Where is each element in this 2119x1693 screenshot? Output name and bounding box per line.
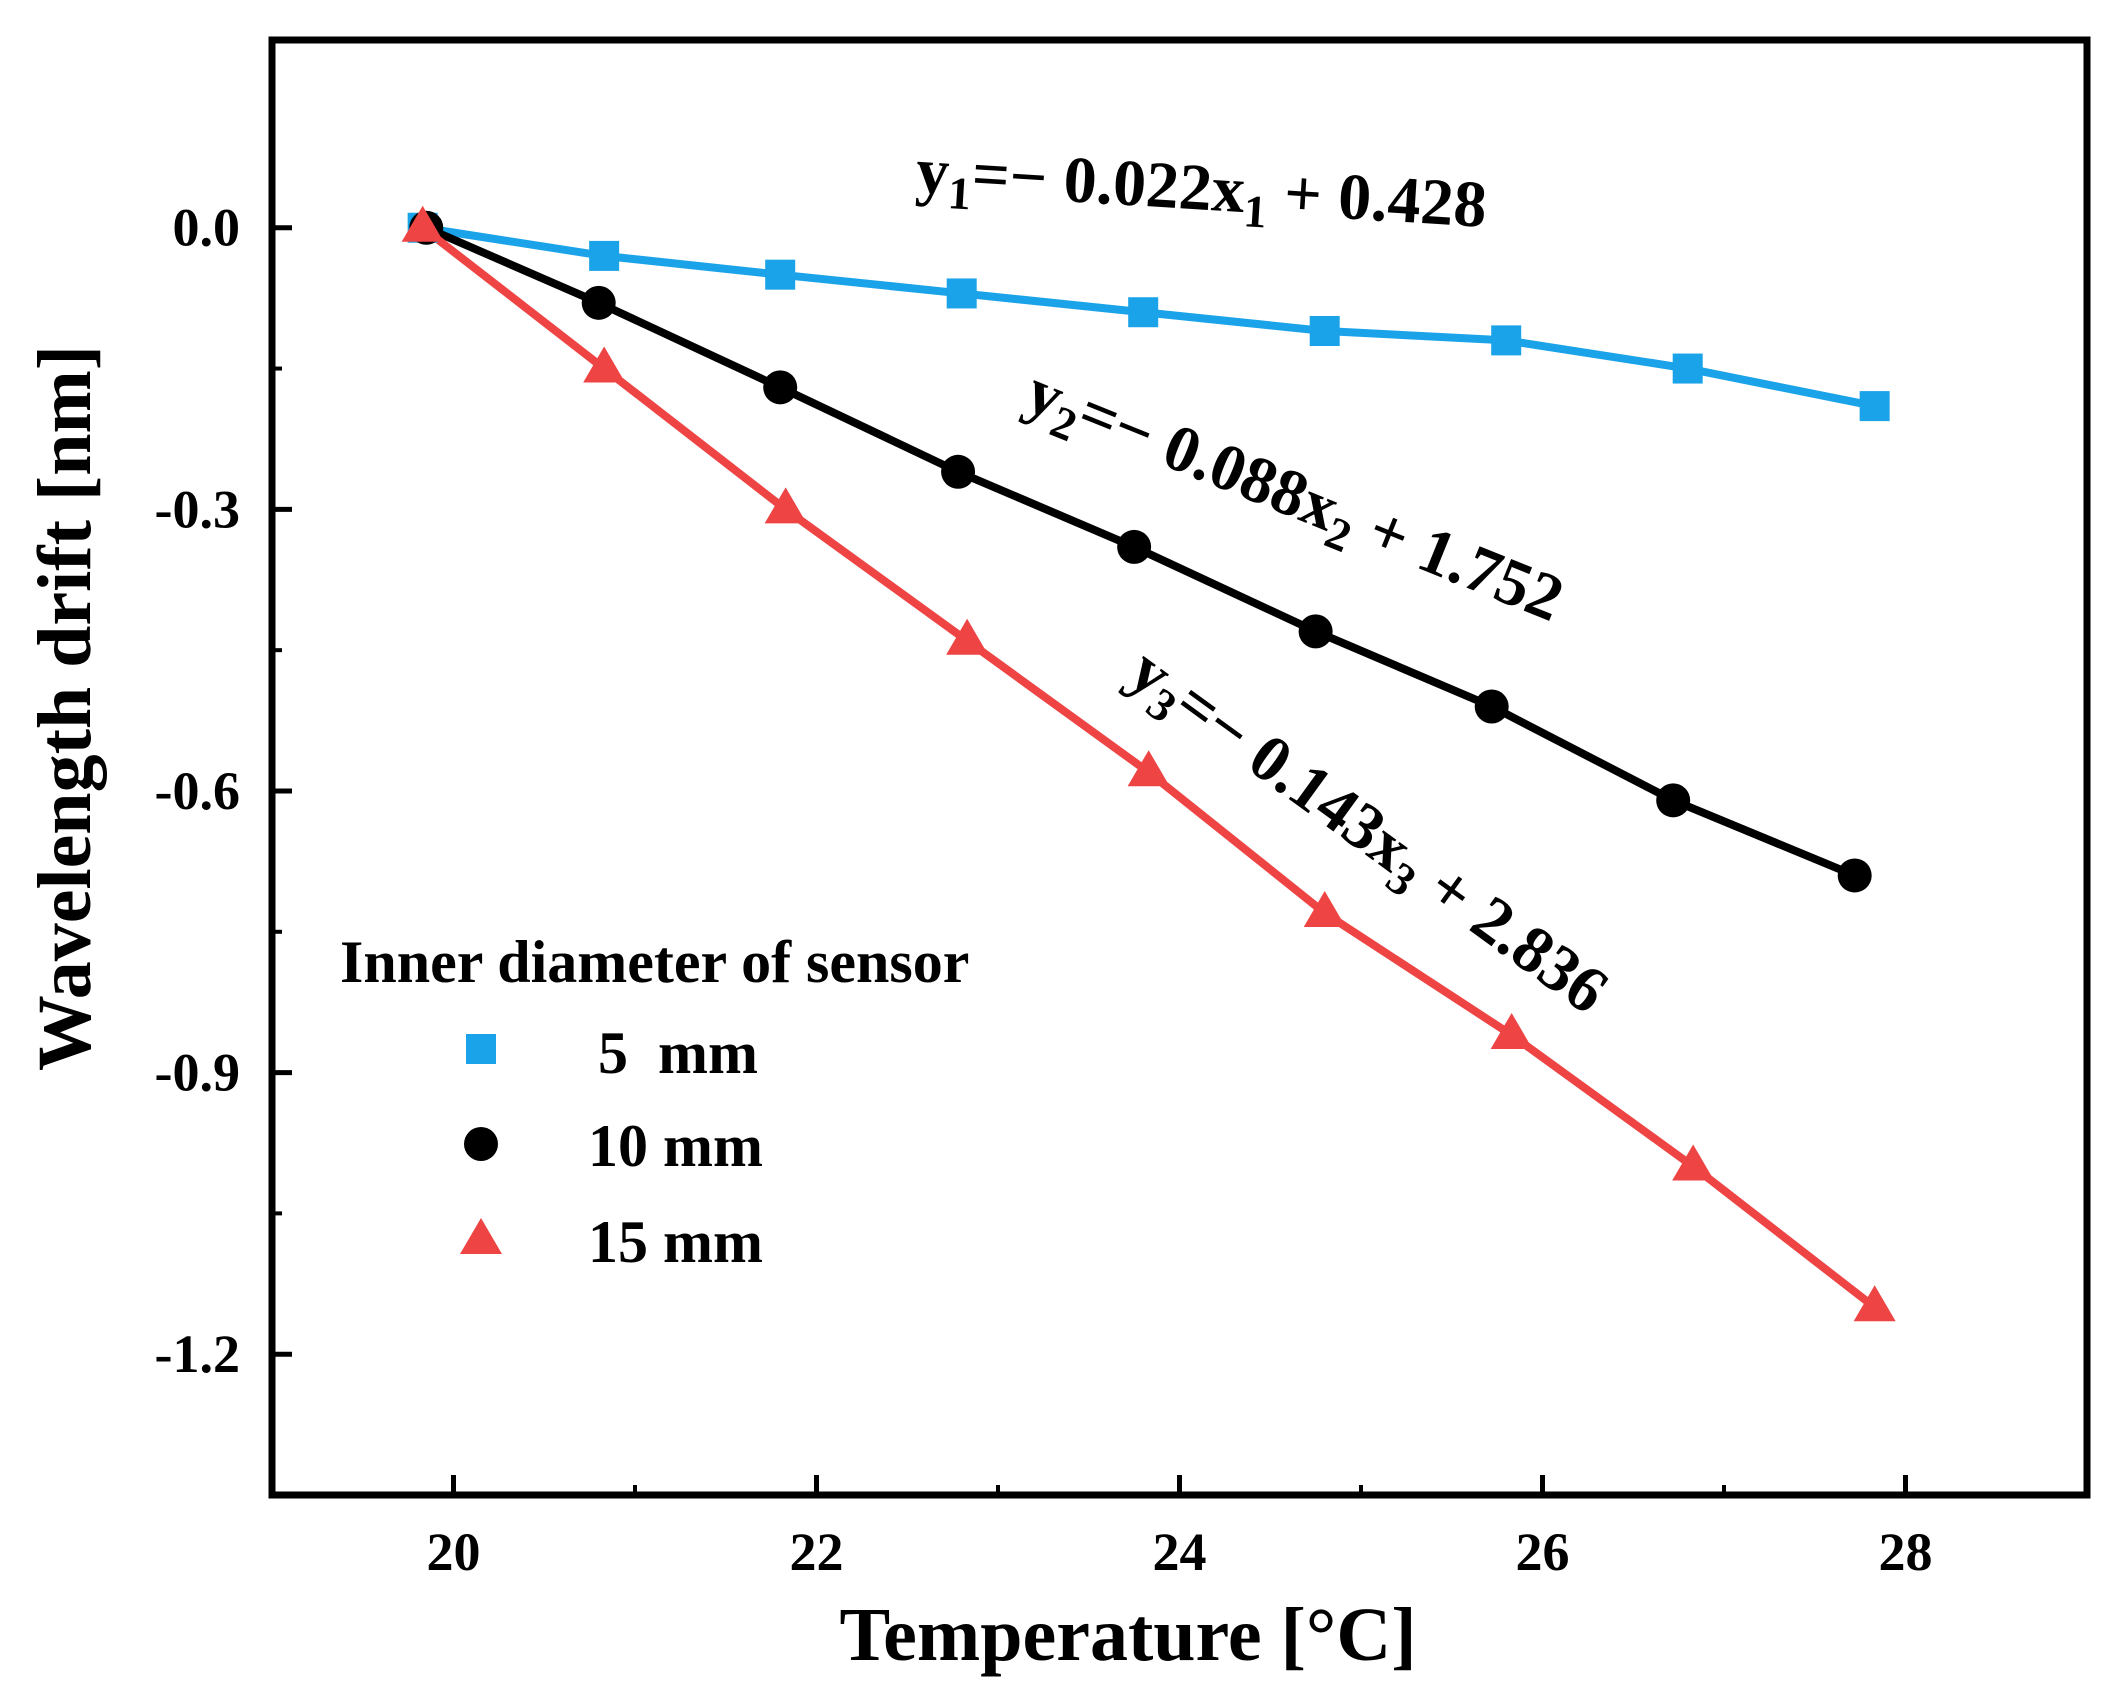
data-point-circle (763, 370, 798, 405)
legend-label-5mm: 5 mm (598, 1020, 758, 1086)
x-tick-label: 28 (1879, 1522, 1933, 1582)
data-point-circle (1117, 529, 1152, 564)
data-point-triangle (1127, 750, 1170, 787)
data-point-triangle (1672, 1144, 1715, 1181)
data-point-circle (941, 454, 976, 489)
data-point-triangle (1853, 1285, 1896, 1322)
plot-frame (268, 36, 2091, 1499)
data-point-square (1128, 297, 1159, 328)
data-point-triangle (583, 346, 626, 383)
legend: Inner diameter of sensor 5 mm 10 mm 15 m… (340, 929, 969, 1275)
x-tick-label: 24 (1153, 1522, 1207, 1582)
y-tick-label: -0.6 (155, 761, 240, 821)
y-tick-label: -1.2 (155, 1324, 240, 1384)
data-point-square (589, 240, 620, 271)
legend-label-15mm: 15 mm (588, 1209, 763, 1275)
data-point-square (1309, 316, 1340, 346)
data-point-circle (1837, 858, 1872, 893)
y-axis-title: Wavelength drift [nm] (23, 345, 107, 1071)
x-axis-title: Temperature [°C] (839, 1593, 1416, 1677)
data-point-square (765, 259, 796, 290)
equation-15mm: y3=− 0.143x3 + 2.836 (1111, 633, 1621, 1035)
data-point-triangle (401, 205, 444, 242)
equation-10mm: y2=− 0.088x2 + 1.752 (1013, 354, 1573, 644)
y-axis: 0.0 -0.3 -0.6 -0.9 -1.2 (155, 198, 292, 1384)
x-tick-label: 20 (427, 1522, 481, 1582)
legend-marker-square (466, 1034, 496, 1064)
equation-5mm: y1=− 0.022x1 + 0.428 (914, 134, 1489, 251)
data-point-circle (1656, 783, 1691, 818)
data-point-square (1491, 325, 1522, 356)
y-tick-label: 0.0 (173, 198, 241, 258)
x-tick-label: 22 (790, 1522, 844, 1582)
x-tick-label: 26 (1516, 1522, 1570, 1582)
legend-marker-triangle (460, 1218, 502, 1254)
fit-equations: y1=− 0.022x1 + 0.428 y2=− 0.088x2 + 1.75… (914, 134, 1621, 1035)
series-layer (401, 205, 1896, 1322)
legend-title: Inner diameter of sensor (340, 929, 969, 995)
legend-label-10mm: 10 mm (588, 1113, 763, 1179)
data-point-circle (581, 285, 616, 320)
data-point-square (1672, 353, 1703, 384)
legend-marker-circle (464, 1127, 498, 1161)
data-point-triangle (764, 487, 807, 524)
data-point-triangle (1303, 891, 1346, 927)
data-point-circle (1474, 689, 1509, 724)
data-point-square (1859, 391, 1890, 422)
data-point-triangle (1490, 1013, 1533, 1050)
x-axis: 20 22 24 26 28 (427, 1475, 1933, 1582)
data-point-square (946, 278, 977, 309)
y-tick-label: -0.9 (155, 1043, 240, 1103)
y-tick-label: -0.3 (155, 479, 240, 539)
data-point-triangle (946, 618, 989, 655)
data-point-circle (1298, 614, 1333, 649)
